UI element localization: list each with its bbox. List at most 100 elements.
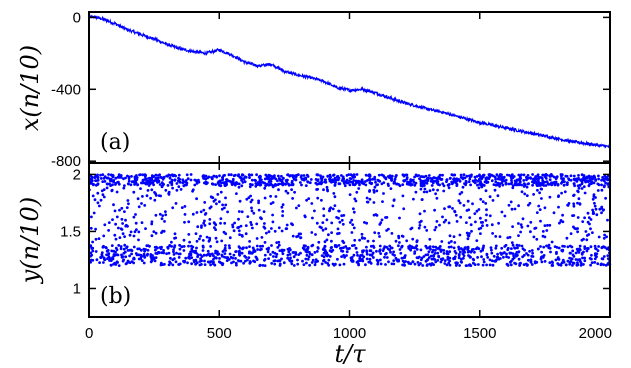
scatter-point: [462, 204, 466, 207]
scatter-point: [237, 225, 241, 229]
scatter-point: [271, 250, 275, 254]
scatter-point: [101, 245, 105, 249]
scatter-point: [597, 174, 600, 178]
scatter-point: [333, 178, 337, 181]
scatter-point: [605, 176, 608, 180]
scatter-point: [183, 205, 187, 208]
panel-b-ytick-label: 1: [73, 280, 81, 297]
scatter-point: [399, 251, 403, 255]
scatter-point: [427, 174, 431, 177]
scatter-point: [102, 234, 106, 238]
scatter-point: [433, 228, 437, 232]
scatter-point: [593, 244, 597, 248]
scatter-point: [277, 243, 281, 247]
scatter-point: [434, 192, 437, 196]
scatter-point: [576, 184, 580, 188]
scatter-point: [556, 257, 560, 261]
scatter-point: [273, 251, 277, 255]
scatter-point: [314, 258, 318, 261]
scatter-point: [362, 182, 366, 186]
scatter-point: [137, 230, 141, 234]
scatter-point: [171, 186, 175, 190]
scatter-point: [124, 255, 128, 259]
scatter-point: [469, 223, 473, 227]
scatter-point: [378, 235, 381, 238]
scatter-point: [401, 183, 405, 187]
scatter-point: [562, 177, 565, 181]
scatter-point: [103, 180, 107, 183]
scatter-point: [361, 257, 364, 261]
scatter-point: [117, 182, 121, 186]
scatter-point: [239, 259, 243, 263]
scatter-point: [583, 191, 587, 195]
scatter-point: [482, 184, 486, 187]
scatter-point: [401, 259, 405, 263]
scatter-point: [479, 180, 482, 183]
scatter-point: [535, 211, 539, 215]
scatter-point: [300, 183, 303, 187]
scatter-point: [417, 255, 421, 259]
scatter-point: [497, 221, 500, 225]
scatter-point: [120, 228, 124, 231]
scatter-point: [546, 224, 549, 227]
scatter-point: [119, 245, 123, 248]
scatter-point: [261, 264, 265, 267]
scatter-point: [289, 256, 292, 260]
scatter-point: [189, 173, 193, 176]
scatter-point: [448, 250, 452, 254]
scatter-point: [544, 173, 548, 176]
scatter-point: [190, 247, 194, 251]
scatter-point: [208, 238, 212, 242]
scatter-point: [446, 257, 450, 261]
scatter-point: [305, 198, 308, 202]
scatter-point: [89, 226, 93, 230]
scatter-point: [315, 173, 319, 177]
scatter-point: [517, 182, 520, 186]
scatter-point: [340, 214, 344, 218]
scatter-point: [337, 182, 341, 186]
scatter-point: [274, 195, 278, 198]
scatter-point: [360, 179, 364, 183]
scatter-point: [99, 198, 103, 202]
scatter-point: [484, 202, 488, 205]
scatter-point: [320, 226, 323, 230]
scatter-point: [511, 225, 514, 229]
scatter-point: [210, 176, 214, 179]
scatter-point: [121, 232, 125, 236]
scatter-point: [219, 190, 223, 194]
scatter-point: [411, 260, 415, 264]
scatter-point: [149, 196, 153, 200]
x-axis-label: t/τ: [334, 340, 366, 368]
scatter-point: [270, 262, 274, 265]
scatter-point: [386, 247, 390, 251]
scatter-point: [136, 197, 140, 201]
scatter-point: [93, 198, 97, 202]
scatter-point: [549, 250, 552, 254]
scatter-point: [225, 179, 229, 183]
scatter-point: [465, 231, 469, 235]
scatter-point: [143, 178, 147, 181]
scatter-point: [419, 175, 423, 178]
scatter-point: [595, 213, 599, 217]
x-tick-label: 500: [207, 325, 232, 342]
scatter-point: [247, 196, 251, 200]
scatter-point: [199, 210, 203, 214]
scatter-point: [123, 235, 126, 239]
scatter-point: [358, 238, 361, 242]
scatter-point: [122, 251, 126, 255]
scatter-point: [177, 176, 180, 180]
scatter-point: [314, 233, 317, 236]
scatter-point: [556, 262, 560, 265]
scatter-point: [102, 195, 106, 199]
scatter-point: [532, 193, 535, 196]
scatter-point: [201, 239, 205, 242]
scatter-point: [527, 182, 530, 186]
scatter-point: [154, 213, 158, 217]
scatter-point: [390, 232, 394, 235]
scatter-point: [231, 225, 235, 229]
scatter-point: [398, 241, 401, 244]
scatter-point: [296, 258, 299, 262]
scatter-point: [569, 174, 573, 178]
scatter-point: [555, 252, 558, 256]
